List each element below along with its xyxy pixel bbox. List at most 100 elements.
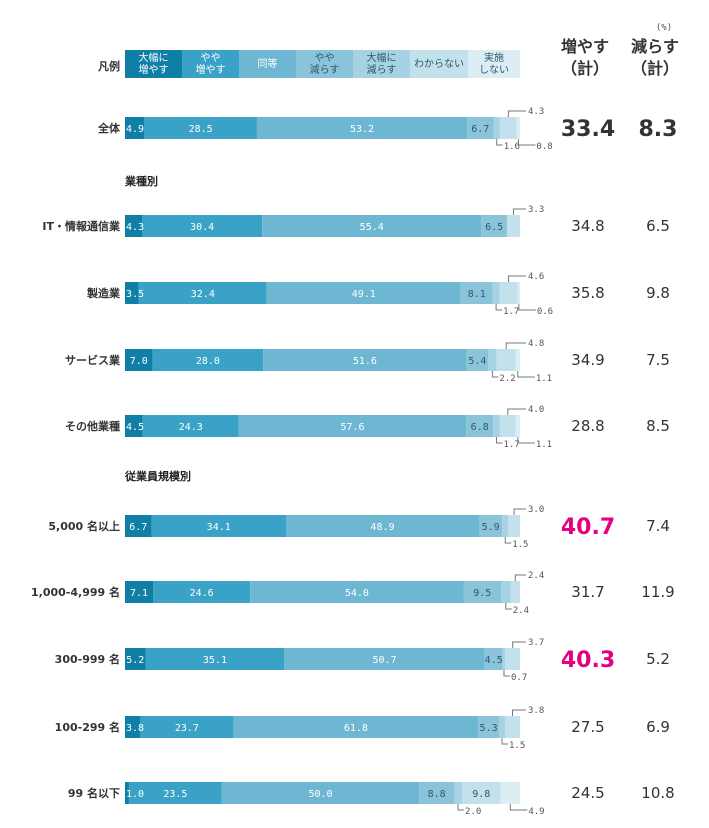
bar-segment [466,349,489,371]
bar-segment [505,648,520,670]
total-increase: 40.3 [561,648,615,673]
unit-label: (%) [656,23,672,33]
row-label: 製造業 [86,286,121,300]
legend-label: わからない [414,58,464,70]
segment-label: 23.7 [175,723,199,734]
callout-label: 0.7 [511,673,527,683]
callout-label: 4.0 [528,405,544,415]
segment-label: 4.9 [126,124,144,135]
segment-label: 1.0 [126,789,144,800]
legend-swatch [353,50,410,78]
segment-label: 50.0 [308,789,332,800]
bar-segment [506,215,520,237]
total-decrease: 6.5 [646,217,670,235]
row-label: IT・情報通信業 [42,219,121,233]
callout-line [505,342,526,349]
bar-segment [142,415,239,437]
bar-segment [493,415,500,437]
segment-label: 9.5 [473,588,491,599]
column-headers: 増やす（計） 減らす（計） [561,37,679,78]
bar-segment [238,415,467,437]
bar-segment [125,215,143,237]
bar-segment [266,282,461,304]
bar-segment [517,282,520,304]
callout-label: 0.8 [536,142,552,152]
total-decrease: 9.8 [646,284,670,302]
chart-row: 5,000 名以上 6.7 34.1 48.9 5.9 1.5 3.0 40.7 7.4 [48,505,670,550]
total-increase: 31.7 [571,583,604,601]
bar-segment [496,349,516,371]
total-increase: 24.5 [571,784,604,802]
bar-segment [508,515,520,537]
chart-row: 製造業 3.5 32.4 49.1 8.1 1.7 4.6 0.6 35.8 9.8 [86,272,670,317]
bar-segment [454,782,462,804]
callout-label: 4.6 [528,272,544,282]
bar-segment [500,782,520,804]
callout-label: 1.6 [504,142,520,152]
row-label: その他業種 [65,419,120,433]
legend: 凡例 大幅に増やす やや増やす 同等 やや減らす 大幅に減らす わからない 実施しない [98,50,520,78]
callout-label: 2.2 [499,374,515,384]
total-decrease: 8.5 [646,417,670,435]
bar-segment [467,117,494,139]
callout-label: 3.7 [528,638,544,648]
bar-segment [142,215,263,237]
total-decrease: 8.3 [639,117,678,142]
bar-segment [478,515,503,537]
total-increase: 34.9 [571,351,604,369]
chart-row: サービス業 7.0 28.0 51.6 5.4 2.2 4.8 1.1 34.9 7.5 [65,339,670,384]
segment-label: 7.1 [130,588,148,599]
callout-label: 2.4 [513,606,529,616]
bar-segment [125,716,141,738]
section-header: 業種別 [124,174,158,188]
segment-label: 32.4 [191,289,215,300]
total-decrease: 6.9 [646,718,670,736]
bar-segment [128,782,222,804]
callout-label: 0.6 [537,307,553,317]
callout-line [507,408,526,415]
legend-swatch [296,50,353,78]
segment-label: 28.0 [196,356,220,367]
bar-segment [502,648,506,670]
bar-segment [125,415,143,437]
total-increase: 35.8 [571,284,604,302]
bar-segment [125,648,146,670]
segment-label: 49.1 [352,289,376,300]
segment-label: 24.3 [179,422,203,433]
segment-label: 4.5 [126,422,144,433]
bar-segment [144,117,257,139]
column-header-decrease: 減らす（計） [631,37,679,78]
segment-label: 30.4 [190,222,214,233]
callout-label: 3.3 [528,205,544,215]
callout-line [518,304,536,311]
bar-segment [125,282,139,304]
callout-line [496,139,503,146]
legend-label: 実施しない [479,51,509,76]
segment-label: 6.5 [485,222,503,233]
bar-segment [153,581,251,603]
callout-line [512,641,526,648]
row-label: サービス業 [65,353,121,367]
bar-segment [125,515,152,537]
bar-segment [493,117,500,139]
legend-label: やや減らす [310,52,340,76]
callout-label: 4.8 [528,339,544,349]
total-decrease: 10.8 [641,784,674,802]
chart-rows: 全体 4.9 28.5 53.2 6.7 1.6 4.3 0.8 33.4 8.3 IT・情報通信業… [31,107,677,817]
row-label: 300-999 名 [55,652,120,666]
total-decrease: 7.4 [646,517,670,535]
segment-label: 35.1 [203,655,227,666]
segment-label: 4.3 [126,222,144,233]
bar-segment [125,349,153,371]
bar-segment [484,648,503,670]
callout-label: 1.5 [509,741,525,751]
bar-segment [151,515,286,537]
callout-label: 2.4 [528,571,544,581]
bar-segment [478,716,500,738]
bar-segment [515,349,520,371]
callout-line [512,208,526,215]
legend-label: 大幅に増やす [139,51,169,76]
segment-label: 34.1 [207,522,231,533]
